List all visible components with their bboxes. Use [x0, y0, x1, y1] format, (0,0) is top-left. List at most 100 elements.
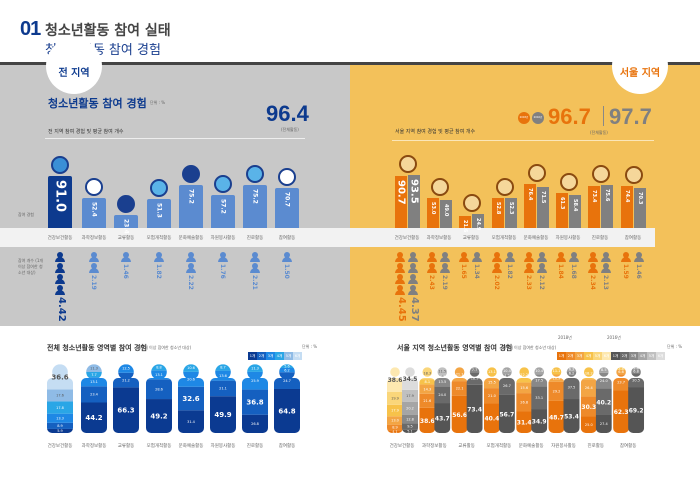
person-icon	[408, 274, 418, 284]
segment-value: 34.9	[532, 419, 547, 426]
segment	[178, 364, 204, 372]
segment-value: 6.6	[618, 370, 624, 374]
category-label: 문화예술활동	[178, 236, 204, 241]
person-icon	[55, 263, 65, 273]
person-icon	[154, 252, 164, 262]
segment	[628, 368, 645, 374]
segment	[47, 428, 73, 433]
signpost-icon	[246, 165, 264, 184]
segment	[146, 370, 172, 380]
category-label: 과학정보활동	[422, 442, 447, 449]
count-value: 1.84	[557, 264, 564, 279]
category-label: 모험개척활동	[491, 236, 517, 241]
segment-value: 12.8	[406, 417, 414, 421]
segment	[548, 367, 565, 375]
person-figure-all	[178, 364, 204, 433]
segment	[451, 381, 468, 396]
legend-item: 3개	[575, 352, 584, 360]
person-figure-all	[81, 364, 107, 433]
bar-value: 74.4	[624, 189, 630, 202]
segment	[113, 364, 139, 373]
person-icon	[524, 252, 534, 262]
category-label: 진로활동	[247, 442, 264, 449]
segment-value: 66.3	[117, 407, 134, 415]
segment-value: 3.3	[440, 374, 446, 378]
count-value: 4.45	[396, 297, 407, 322]
segment-value: 25.0	[585, 423, 593, 427]
segment	[210, 396, 236, 433]
segment	[210, 370, 236, 381]
segment	[434, 386, 451, 404]
segment	[47, 422, 73, 429]
heart-icon	[560, 173, 578, 192]
legend-item: 1개	[611, 352, 620, 360]
person-icon	[408, 252, 418, 262]
legend-item: 4개	[275, 352, 284, 360]
chart-title-all: 전체 청소년활동 영역별 참여 경험	[47, 344, 147, 352]
divider	[45, 138, 305, 139]
unit-label: 단위 : %	[302, 344, 318, 349]
person-figure-all	[146, 364, 172, 433]
segment-value: 2.6	[633, 366, 639, 370]
segment-value: 22.2	[520, 373, 528, 377]
segment-value: 73.4	[467, 406, 482, 413]
person-icon	[601, 252, 611, 262]
legend-year-b: 2016년	[607, 335, 621, 340]
page-title: 청소년활동 참여 실태	[45, 23, 171, 39]
runner-icon	[150, 178, 168, 197]
person-icon	[89, 252, 99, 262]
segment-value: 11.1	[553, 369, 561, 373]
signpost-icon	[592, 164, 610, 183]
segment-value: 26.4	[585, 386, 594, 390]
segment-value: 18.2	[585, 371, 593, 375]
segment	[595, 414, 612, 433]
legend-item: 2개	[620, 352, 629, 360]
microscope-icon	[85, 178, 103, 197]
person-icon	[250, 252, 260, 262]
segment	[242, 414, 268, 433]
segment-value: 13.3	[56, 416, 64, 420]
bar-value: 58.4	[572, 198, 578, 212]
category-label: 진로활동	[246, 236, 264, 241]
category-label: 건강보건활동	[47, 236, 73, 241]
category-label: 진로활동	[591, 236, 609, 241]
segment	[563, 375, 580, 400]
bar-all: 51.3	[147, 198, 171, 228]
bar-value: 75.2	[187, 189, 195, 204]
legend-item: 6개	[602, 352, 611, 360]
segment	[81, 371, 107, 378]
seoul-desc: 서울 지역 참여 경험 및 평균 참여 개수	[395, 129, 476, 135]
bar-value: 57.2	[219, 199, 227, 215]
segment	[274, 368, 300, 373]
segment	[402, 389, 418, 402]
segment	[483, 376, 500, 389]
segment-value: 18.3	[423, 371, 431, 375]
segment-value: 6.8	[633, 369, 639, 373]
segment-value: 7.7	[91, 373, 97, 377]
segment-value: 40.4	[484, 416, 499, 423]
segment-value: 21.1	[456, 372, 464, 376]
segment-value: 36.6	[51, 373, 68, 381]
bar-all: 70.7	[275, 187, 299, 228]
seoul-badge: 서울 지역	[612, 38, 668, 94]
person-icon	[408, 285, 418, 295]
category-label: 문화예술활동	[519, 442, 544, 449]
segment	[419, 407, 436, 433]
segment	[563, 367, 580, 372]
segment-value: 24.7	[283, 379, 291, 383]
person-figure-seoul-b	[434, 367, 451, 433]
bar-all: 52.4	[82, 198, 106, 228]
person-figure-seoul-b	[498, 367, 515, 433]
legend-item: 2개	[257, 352, 266, 360]
person-icon	[186, 252, 196, 262]
segment-value: 13.5	[438, 380, 446, 384]
segment-value: 43.7	[435, 416, 450, 423]
person-icon	[492, 252, 502, 262]
segment-value: 4.2	[504, 374, 510, 378]
segment-value: 21.0	[488, 394, 496, 398]
segment	[387, 367, 403, 393]
segment	[113, 387, 139, 433]
person-icon	[218, 252, 228, 262]
bar-value: 70.3	[637, 191, 643, 205]
